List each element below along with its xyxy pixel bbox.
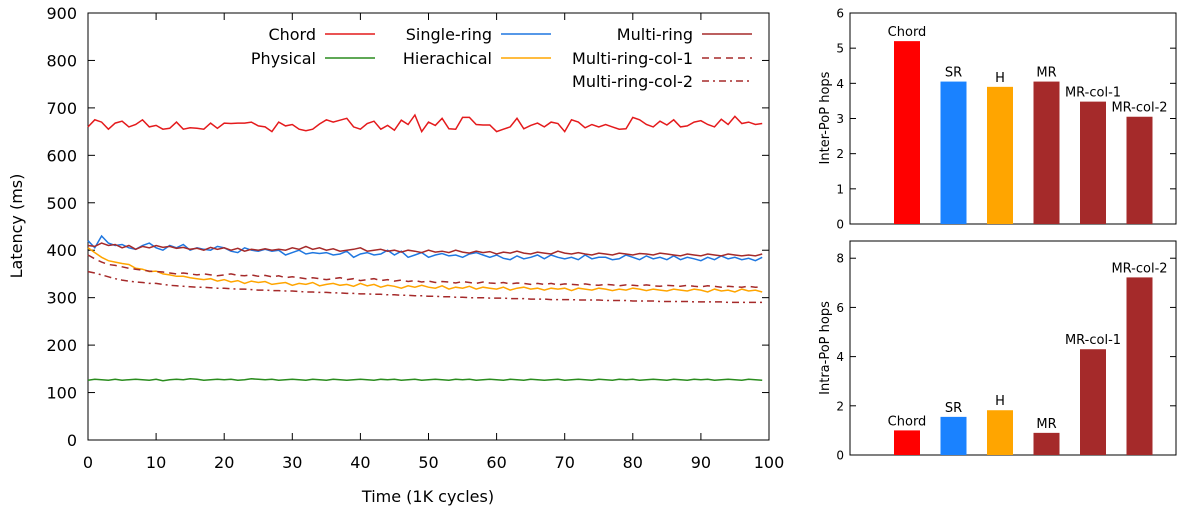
intra-pop-hops-bar-chart: 0 2 4 6 8 Chord SR H MR MR-col-1 MR-col-2 Intra-P… xyxy=(818,240,1177,463)
inter-pop-bars: Chord SR H MR MR-col-1MR-col-2 xyxy=(888,25,1168,225)
intra-pop-bar-label-chord: Chord xyxy=(888,414,927,429)
intra-pop-y-tick-label: 2 xyxy=(836,399,844,413)
x-tick-label: 100 xyxy=(754,453,785,472)
y-tick-label: 500 xyxy=(46,194,77,213)
intra-pop-bar-mr-col-1 xyxy=(1080,349,1106,455)
inter-pop-bar-label-mr-col-2: MR-col-2 xyxy=(1111,101,1167,116)
inter-pop-ticks: 0 1 2 3 4 5 6 xyxy=(836,7,1176,232)
inter-pop-y-tick-label: 2 xyxy=(836,147,844,161)
x-tick-label: 20 xyxy=(214,453,234,472)
y-tick-label: 700 xyxy=(46,99,77,118)
x-tick-label: 60 xyxy=(486,453,506,472)
inter-pop-y-label: Inter-PoP hops xyxy=(818,71,833,164)
intra-pop-bar-label-h: H xyxy=(995,394,1005,409)
inter-pop-y-tick-label: 3 xyxy=(836,112,844,126)
line-chart-y-label: Latency (ms) xyxy=(7,174,26,279)
x-tick-label: 10 xyxy=(146,453,166,472)
y-tick-label: 800 xyxy=(46,51,77,70)
legend-label-hierachical: Hierachical xyxy=(403,49,492,68)
intra-pop-y-tick-label: 6 xyxy=(836,301,844,315)
y-tick-label: 400 xyxy=(46,241,77,260)
line-chart-series xyxy=(87,113,763,382)
x-tick-label: 90 xyxy=(691,453,711,472)
inter-pop-bar-sr xyxy=(940,81,967,224)
x-tick-label: 0 xyxy=(83,453,93,472)
legend-label-chord: Chord xyxy=(268,25,316,44)
inter-pop-bar-label-sr: SR xyxy=(945,66,962,81)
intra-pop-bar-label-mr-col-2: MR-col-2 xyxy=(1111,261,1167,276)
x-tick-label: 40 xyxy=(350,453,370,472)
line-chart-x-label: Time (1K cycles) xyxy=(361,487,494,506)
inter-pop-y-tick-label: 1 xyxy=(836,182,844,196)
inter-pop-bar-mr-col-2 xyxy=(1126,116,1153,224)
intra-pop-y-tick-label: 0 xyxy=(836,449,844,463)
intra-pop-y-tick-label: 8 xyxy=(836,252,844,266)
inter-pop-y-tick-label: 6 xyxy=(836,7,844,21)
legend-label-multi-ring: Multi-ring xyxy=(617,25,693,44)
series-line-multi-ring-col-2 xyxy=(87,270,763,304)
intra-pop-bar-label-sr: SR xyxy=(945,401,962,416)
intra-pop-y-tick-label: 4 xyxy=(836,350,844,364)
series-line-hierachical xyxy=(87,247,763,293)
inter-pop-bar-label-mr: MR xyxy=(1036,66,1056,81)
inter-pop-hops-bar-chart: 0 1 2 3 4 5 6 Chord SR H MR MR-col-1MR-col-2 Inter… xyxy=(818,7,1177,232)
y-tick-label: 600 xyxy=(46,146,77,165)
legend-label-multi-ring-col-2: Multi-ring-col-2 xyxy=(572,72,693,91)
y-tick-label: 100 xyxy=(46,384,77,403)
x-tick-label: 80 xyxy=(623,453,643,472)
inter-pop-y-tick-label: 4 xyxy=(836,77,844,91)
intra-pop-y-label: Intra-PoP hops xyxy=(818,301,833,395)
inter-pop-bar-chord xyxy=(894,41,920,225)
legend-label-single-ring: Single-ring xyxy=(406,25,492,44)
intra-pop-bars: Chord SR H MR MR-col-1 MR-col-2 xyxy=(888,261,1168,455)
legend-label-physical: Physical xyxy=(251,49,316,68)
y-tick-label: 0 xyxy=(67,431,77,450)
x-tick-label: 50 xyxy=(418,453,438,472)
series-line-multi-ring xyxy=(87,242,763,257)
intra-pop-bar-chord xyxy=(894,430,920,455)
inter-pop-bar-h xyxy=(987,86,1013,224)
series-line-chord xyxy=(87,113,763,134)
y-tick-label: 900 xyxy=(46,4,77,23)
intra-pop-bar-mr-col-2 xyxy=(1126,277,1153,455)
legend-label-multi-ring-col-1: Multi-ring-col-1 xyxy=(572,49,693,68)
intra-pop-bar-h xyxy=(987,410,1013,455)
series-line-multi-ring-col-1 xyxy=(87,254,763,288)
inter-pop-bar-label-mr-col-1: MR-col-1 xyxy=(1065,86,1121,101)
x-tick-label: 30 xyxy=(282,453,302,472)
line-chart-legend: Chord Physical Single-ring Hierachical Multi… xyxy=(251,25,752,91)
intra-pop-bar-sr xyxy=(940,416,967,455)
line-chart-ticks: 0 10 20 30 40 50 60 70 80 90 100 0 100 200 300 400 500 60… xyxy=(46,4,784,472)
intra-pop-ticks: 0 2 4 6 8 xyxy=(836,252,1176,463)
inter-pop-bar-mr xyxy=(1033,81,1060,224)
latency-line-chart: 0 10 20 30 40 50 60 70 80 90 100 0 100 200 300 400 500 60… xyxy=(7,4,784,506)
inter-pop-bar-label-h: H xyxy=(995,71,1005,86)
inter-pop-y-tick-label: 5 xyxy=(836,42,844,56)
inter-pop-y-tick-label: 0 xyxy=(836,218,844,232)
inter-pop-bar-label-chord: Chord xyxy=(888,25,927,40)
y-tick-label: 300 xyxy=(46,289,77,308)
x-tick-label: 70 xyxy=(555,453,575,472)
intra-pop-bar-label-mr-col-1: MR-col-1 xyxy=(1065,333,1121,348)
inter-pop-bar-mr-col-1 xyxy=(1080,101,1106,224)
intra-pop-bar-label-mr: MR xyxy=(1036,417,1056,432)
y-tick-label: 200 xyxy=(46,336,77,355)
series-line-physical xyxy=(87,378,763,382)
intra-pop-bar-mr xyxy=(1033,432,1060,455)
